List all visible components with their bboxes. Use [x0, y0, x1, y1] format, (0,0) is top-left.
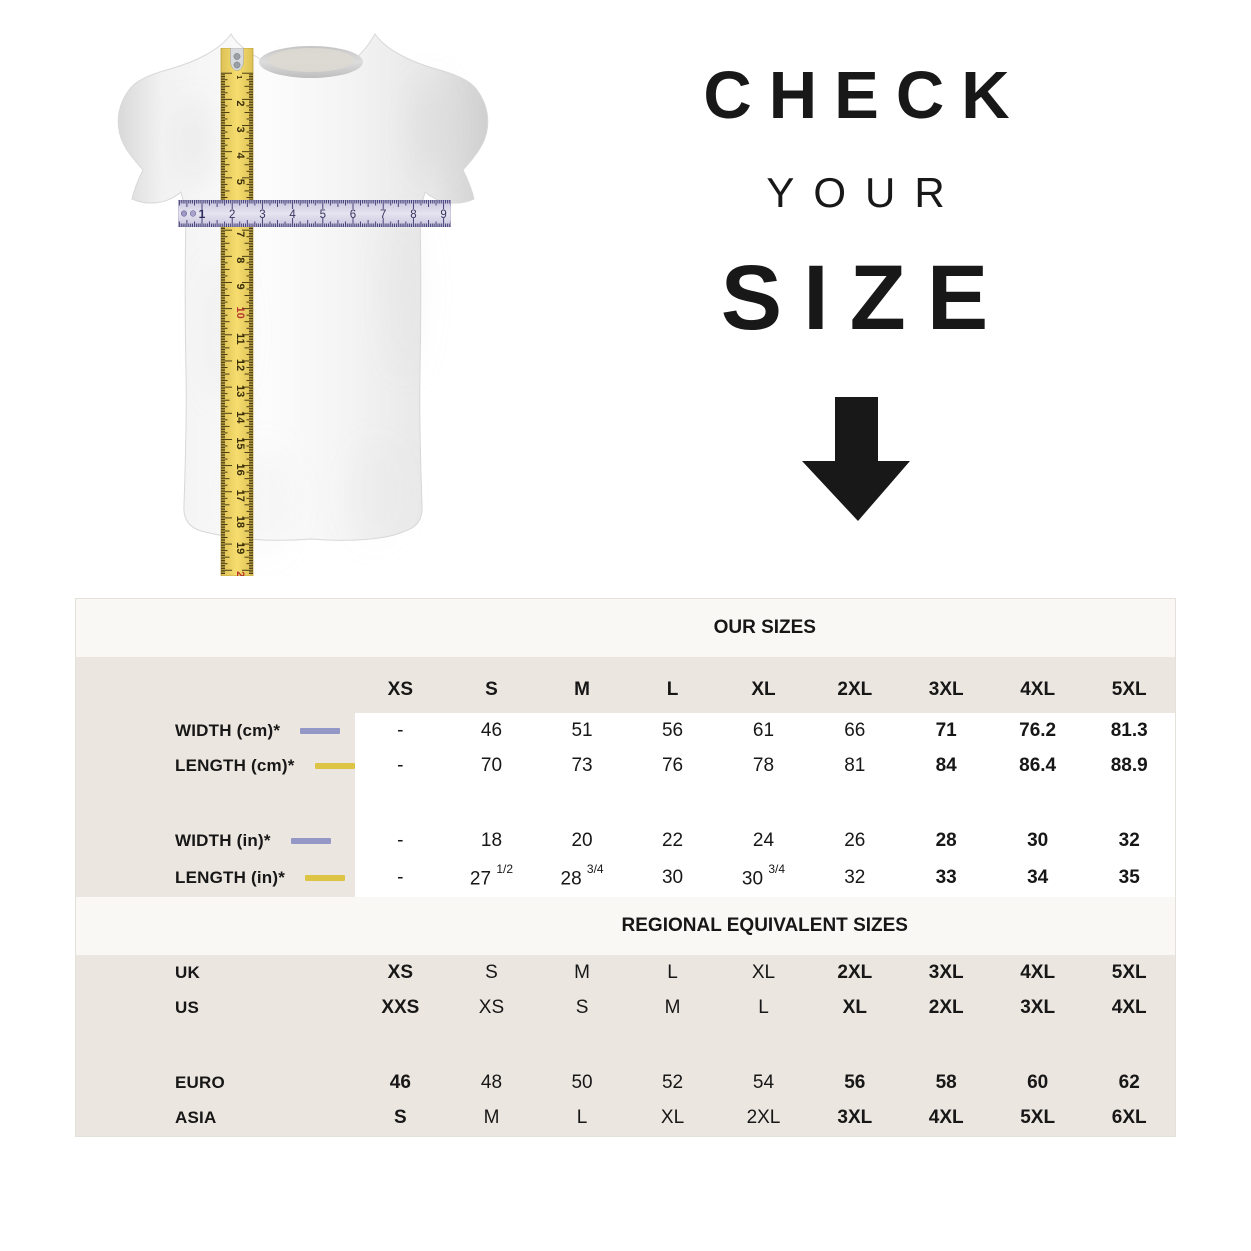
svg-text:15: 15 [234, 437, 246, 449]
svg-text:5: 5 [320, 209, 326, 221]
svg-text:9: 9 [234, 283, 246, 289]
svg-text:8: 8 [410, 209, 416, 221]
svg-text:5: 5 [234, 179, 246, 185]
svg-text:7: 7 [380, 209, 386, 221]
svg-text:10: 10 [234, 306, 246, 318]
svg-text:11: 11 [234, 333, 246, 345]
svg-text:4: 4 [289, 209, 296, 221]
svg-text:14: 14 [234, 411, 246, 424]
svg-text:13: 13 [234, 385, 246, 397]
svg-text:17: 17 [234, 490, 246, 502]
svg-text:19: 19 [234, 542, 246, 554]
svg-text:1: 1 [199, 207, 206, 221]
svg-text:2: 2 [234, 100, 246, 106]
svg-text:7: 7 [234, 231, 246, 237]
svg-text:12: 12 [234, 359, 246, 371]
svg-text:2: 2 [234, 571, 246, 576]
svg-text:18: 18 [234, 516, 246, 528]
svg-text:1: 1 [235, 75, 242, 79]
svg-text:9: 9 [440, 209, 446, 221]
svg-text:8: 8 [234, 257, 246, 263]
svg-text:2: 2 [229, 209, 235, 221]
svg-text:3: 3 [259, 209, 265, 221]
svg-text:16: 16 [234, 463, 246, 475]
svg-text:3: 3 [234, 126, 246, 132]
svg-text:4: 4 [234, 153, 246, 160]
svg-text:6: 6 [350, 209, 356, 221]
